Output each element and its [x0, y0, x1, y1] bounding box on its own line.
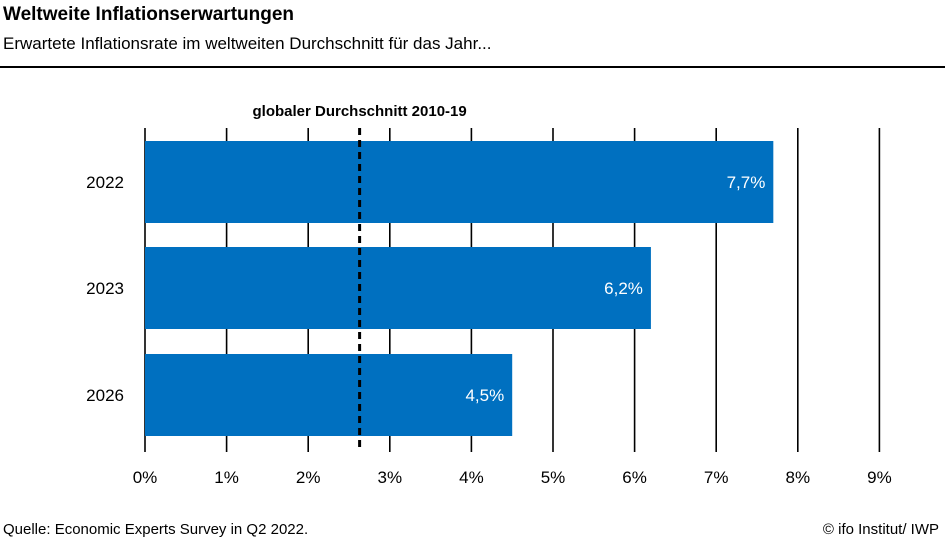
- x-tick-label: 4%: [459, 468, 484, 487]
- x-tick-label: 2%: [296, 468, 321, 487]
- x-tick-label: 5%: [541, 468, 566, 487]
- category-label: 2023: [86, 279, 124, 298]
- bar-2022: [145, 141, 774, 223]
- x-tick-label: 3%: [378, 468, 403, 487]
- x-tick-label: 9%: [867, 468, 892, 487]
- x-tick-label: 0%: [133, 468, 158, 487]
- category-label: 2026: [86, 386, 124, 405]
- reference-line-label: globaler Durchschnitt 2010-19: [252, 103, 466, 120]
- x-tick-label: 8%: [786, 468, 811, 487]
- data-label: 7,7%: [727, 173, 766, 192]
- chart-subtitle: Erwartete Inflationsrate im weltweiten D…: [3, 34, 492, 53]
- chart-title: Weltweite Inflationserwartungen: [3, 4, 295, 25]
- source-note: Quelle: Economic Experts Survey in Q2 20…: [3, 521, 309, 538]
- copyright-note: © ifo Institut/ IWP: [822, 521, 939, 538]
- x-tick-label: 7%: [704, 468, 729, 487]
- data-label: 6,2%: [604, 279, 643, 298]
- data-label: 4,5%: [465, 386, 504, 405]
- header-divider: [0, 66, 945, 68]
- bar-2023: [145, 247, 651, 329]
- x-tick-label: 6%: [622, 468, 647, 487]
- x-tick-label: 1%: [214, 468, 239, 487]
- category-label: 2022: [86, 173, 124, 192]
- bar-2026: [145, 354, 513, 436]
